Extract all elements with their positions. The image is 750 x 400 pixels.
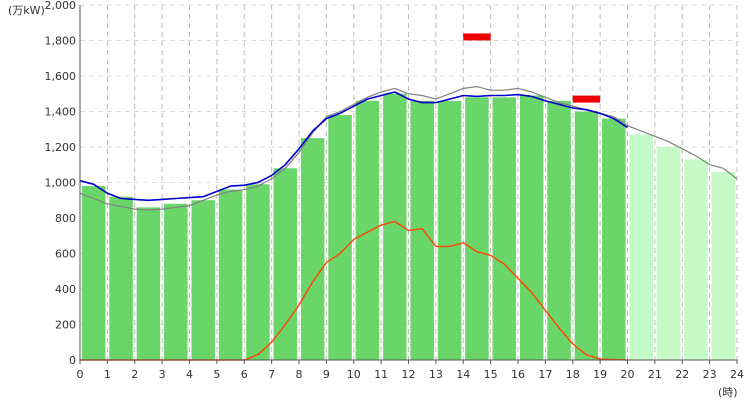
x-tick-label: 21 bbox=[648, 368, 662, 381]
bar-actual bbox=[218, 189, 243, 360]
x-tick-label: 4 bbox=[186, 368, 193, 381]
x-tick-label: 2 bbox=[131, 368, 138, 381]
grid bbox=[80, 4, 738, 360]
bar-actual bbox=[547, 100, 571, 360]
y-tick-label: 0 bbox=[69, 354, 76, 367]
bar-actual bbox=[246, 184, 270, 360]
bar-actual bbox=[437, 100, 462, 360]
bar-actual bbox=[136, 207, 161, 360]
bar-actual bbox=[273, 168, 298, 360]
x-tick-label: 19 bbox=[593, 368, 607, 381]
bar-actual bbox=[574, 111, 599, 360]
hourly-bars bbox=[81, 93, 736, 361]
x-tick-label: 9 bbox=[323, 368, 330, 381]
x-unit-label: (時) bbox=[718, 386, 738, 399]
series-lines bbox=[79, 86, 738, 361]
bar-actual bbox=[109, 196, 133, 360]
x-tick-label: 16 bbox=[511, 368, 525, 381]
peak-markers bbox=[463, 33, 601, 103]
x-tick-label: 1 bbox=[104, 368, 111, 381]
y-tick-label: 1,600 bbox=[45, 70, 77, 83]
bar-forecast bbox=[684, 159, 708, 360]
y-tick-label: 2,000 bbox=[45, 0, 77, 12]
peak-marker bbox=[463, 33, 491, 41]
bar-actual bbox=[328, 115, 352, 360]
bar-forecast bbox=[629, 134, 653, 360]
y-tick-label: 1,200 bbox=[45, 141, 77, 154]
x-tick-label: 7 bbox=[268, 368, 275, 381]
y-tick-label: 800 bbox=[55, 212, 76, 225]
x-tick-label: 3 bbox=[159, 368, 166, 381]
x-tick-label: 23 bbox=[703, 368, 717, 381]
x-tick-label: 12 bbox=[402, 368, 416, 381]
bar-actual bbox=[410, 100, 434, 360]
y-tick-label: 1,400 bbox=[45, 106, 77, 119]
x-tick-label: 20 bbox=[621, 368, 635, 381]
x-tick-label: 17 bbox=[538, 368, 552, 381]
bar-actual bbox=[164, 203, 188, 360]
y-tick-label: 200 bbox=[55, 319, 76, 332]
y-tick-label: 400 bbox=[55, 283, 76, 296]
x-tick-label: 11 bbox=[374, 368, 388, 381]
bar-actual bbox=[81, 186, 106, 360]
bar-actual bbox=[300, 138, 325, 360]
bar-actual bbox=[492, 97, 517, 361]
x-tick-label: 5 bbox=[213, 368, 220, 381]
bar-forecast bbox=[711, 171, 736, 360]
y-tick-label: 1,800 bbox=[45, 35, 77, 48]
bar-actual bbox=[191, 200, 215, 360]
x-tick-label: 10 bbox=[347, 368, 361, 381]
bar-actual bbox=[519, 95, 544, 361]
series-line-actual-demand bbox=[79, 91, 628, 202]
bar-actual bbox=[355, 100, 380, 360]
x-tick-label: 0 bbox=[77, 368, 84, 381]
bar-actual bbox=[602, 118, 626, 360]
series-line-previous-day bbox=[79, 86, 738, 211]
x-tick-label: 22 bbox=[675, 368, 689, 381]
series-line-solar bbox=[80, 220, 628, 361]
bar-actual bbox=[383, 93, 407, 360]
y-tick-label: 1,000 bbox=[45, 177, 77, 190]
x-tick-label: 14 bbox=[456, 368, 470, 381]
x-tick-label: 13 bbox=[429, 368, 443, 381]
y-tick-label: 600 bbox=[55, 248, 76, 261]
x-tick-label: 24 bbox=[730, 368, 744, 381]
x-tick-label: 15 bbox=[484, 368, 498, 381]
axes: 02004006008001,0001,2001,4001,6001,8002,… bbox=[45, 0, 745, 381]
x-tick-label: 6 bbox=[241, 368, 248, 381]
y-unit-label: (万kW) bbox=[8, 4, 45, 17]
x-tick-label: 18 bbox=[566, 368, 580, 381]
bar-actual bbox=[465, 97, 489, 361]
peak-marker bbox=[572, 95, 601, 103]
x-tick-label: 8 bbox=[296, 368, 303, 381]
bar-forecast bbox=[656, 147, 681, 360]
